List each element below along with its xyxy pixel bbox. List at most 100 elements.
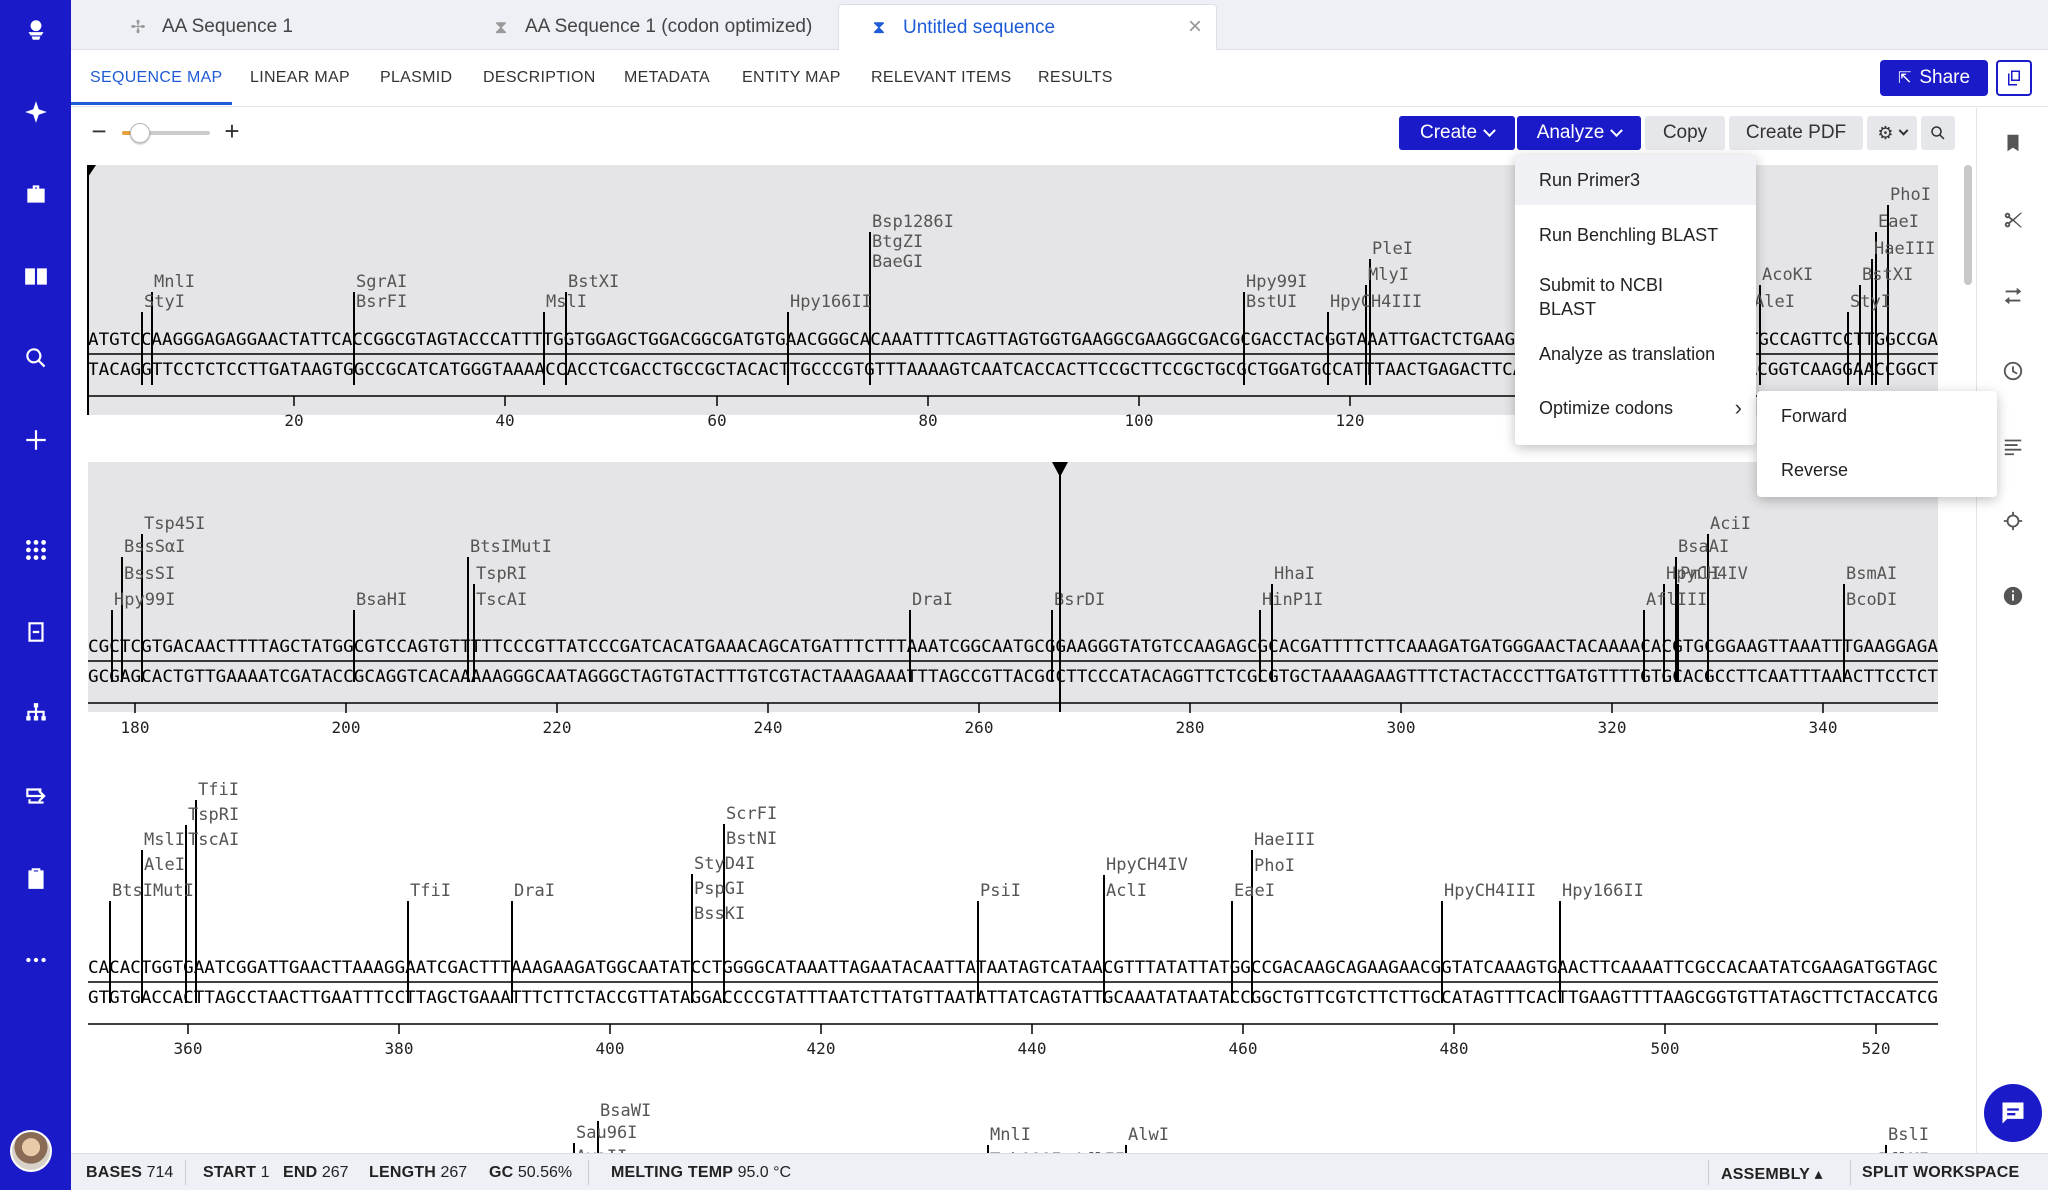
top-strand-sequence: CACACTGGTGAATCGGATTGAACTTAAAGGAATCGACTTT… bbox=[88, 958, 1938, 978]
enzyme-label: Hpy166II bbox=[790, 292, 872, 312]
ruler-tick-label: 120 bbox=[1336, 411, 1365, 430]
enzyme-label: Tth111I bbox=[990, 1150, 1062, 1153]
enzyme-label: MspA1I bbox=[154, 1152, 215, 1153]
enzyme-label: EaeI bbox=[1878, 212, 1919, 232]
ruler-tick-label: 320 bbox=[1598, 718, 1627, 737]
history-clock-icon[interactable] bbox=[1977, 353, 2048, 389]
status-bar: BASES 714 START 1 END 267 LENGTH 267 GC … bbox=[71, 1153, 2048, 1190]
workflow-icon[interactable] bbox=[0, 776, 71, 816]
enzyme-label: StyI bbox=[144, 292, 185, 312]
zoom-slider-track[interactable] bbox=[122, 131, 210, 135]
target-crosshair-icon[interactable] bbox=[1977, 503, 2048, 539]
menu-item-forward[interactable]: Forward bbox=[1781, 406, 1848, 426]
enzyme-label: StyD4I bbox=[694, 854, 755, 874]
inventory-box-icon[interactable] bbox=[0, 612, 71, 652]
menu-item-optimize-codons[interactable]: Optimize codons › bbox=[1515, 383, 1756, 433]
more-icon[interactable] bbox=[0, 940, 71, 980]
doc-tab-codon-optimized[interactable]: ⧗ AA Sequence 1 (codon optimized) bbox=[461, 4, 841, 50]
enzyme-label: PsiI bbox=[980, 881, 1021, 901]
align-lines-icon[interactable] bbox=[1977, 428, 2048, 464]
enzyme-label: BsaWI bbox=[600, 1101, 651, 1121]
view-tab-bar: SEQUENCE MAP LINEAR MAP PLASMID DESCRIPT… bbox=[71, 51, 2048, 107]
tab-relevant-items[interactable]: RELEVANT ITEMS bbox=[871, 69, 1012, 86]
status-start: START 1 bbox=[203, 1164, 270, 1181]
notebook-icon[interactable] bbox=[0, 256, 71, 296]
enzyme-label: StyI bbox=[1850, 292, 1891, 312]
enzyme-label: Sau96I bbox=[576, 1123, 637, 1143]
split-workspace-button[interactable]: SPLIT WORKSPACE bbox=[1862, 1164, 2020, 1181]
menu-item-analyze-as-translation[interactable]: Analyze as translation bbox=[1539, 344, 1716, 364]
menu-item-submit-ncbi-blast[interactable]: Submit to NCBI BLAST bbox=[1539, 275, 1664, 319]
enzyme-label: AlwI bbox=[1128, 1125, 1169, 1145]
close-tab-icon[interactable]: × bbox=[1187, 13, 1202, 40]
enzyme-label: Bsp1286I bbox=[872, 212, 954, 232]
enzyme-label: MslI bbox=[546, 292, 587, 312]
benchling-logo-icon[interactable] bbox=[0, 10, 71, 50]
ruler-tick-label: 380 bbox=[385, 1039, 414, 1058]
assembly-menu[interactable]: ASSEMBLY ▴ bbox=[1721, 1166, 1823, 1183]
menu-item-run-primer3[interactable]: Run Primer3 bbox=[1515, 155, 1756, 205]
enzyme-label: AleI bbox=[1754, 292, 1795, 312]
analyze-button[interactable]: Analyze bbox=[1517, 116, 1641, 150]
enzyme-label: AciI bbox=[1710, 514, 1751, 534]
hierarchy-icon[interactable] bbox=[0, 694, 71, 734]
zoom-in-button[interactable]: + bbox=[224, 116, 240, 146]
enzyme-label: DraI bbox=[912, 590, 953, 610]
ruler-tick-label: 100 bbox=[1125, 411, 1154, 430]
swap-arrows-icon[interactable] bbox=[1977, 278, 2048, 314]
apps-grid-icon[interactable] bbox=[0, 530, 71, 570]
menu-item-reverse[interactable]: Reverse bbox=[1781, 460, 1849, 480]
enzyme-label: Tsp45I bbox=[144, 514, 205, 534]
enzyme-label: AciI bbox=[1686, 1152, 1727, 1153]
tab-entity-map[interactable]: ENTITY MAP bbox=[742, 69, 841, 86]
search-icon[interactable] bbox=[0, 338, 71, 378]
chat-help-button[interactable] bbox=[1984, 1084, 2042, 1142]
doc-tab-aa-sequence-1[interactable]: ✢ AA Sequence 1 bbox=[98, 4, 458, 50]
zoom-out-button[interactable]: − bbox=[91, 116, 107, 146]
sparkle-icon[interactable] bbox=[0, 92, 71, 132]
scissors-icon[interactable] bbox=[1977, 203, 2048, 239]
create-button[interactable]: Create bbox=[1399, 116, 1515, 150]
enzyme-label: MnlI bbox=[154, 272, 195, 292]
tab-metadata[interactable]: METADATA bbox=[624, 69, 710, 86]
tab-linear-map[interactable]: LINEAR MAP bbox=[250, 69, 350, 86]
tab-plasmid[interactable]: PLASMID bbox=[380, 69, 453, 86]
create-pdf-button[interactable]: Create PDF bbox=[1729, 116, 1863, 150]
share-button[interactable]: ⇱ Share bbox=[1880, 60, 1988, 96]
menu-item-run-benchling-blast[interactable]: Run Benchling BLAST bbox=[1539, 225, 1719, 245]
enzyme-label: AleI bbox=[144, 855, 185, 875]
enzyme-label: PspGI bbox=[694, 879, 745, 899]
clipboard-check-icon[interactable] bbox=[0, 858, 71, 898]
zoom-slider-thumb[interactable] bbox=[130, 123, 150, 143]
right-tool-rail bbox=[1976, 108, 2048, 1153]
copy-button[interactable]: Copy bbox=[1645, 116, 1725, 150]
enzyme-label: ApeKI bbox=[696, 1152, 747, 1153]
briefcase-icon[interactable] bbox=[0, 174, 71, 214]
find-button[interactable] bbox=[1921, 116, 1955, 150]
doc-tab-untitled-sequence[interactable]: ⧗ Untitled sequence × bbox=[838, 4, 1217, 50]
enzyme-label: TfiI bbox=[410, 881, 451, 901]
enzyme-label: SgrAI bbox=[356, 272, 407, 292]
tab-results[interactable]: RESULTS bbox=[1038, 69, 1113, 86]
tab-description[interactable]: DESCRIPTION bbox=[483, 69, 596, 86]
enzyme-label: HpyCH4III bbox=[1330, 292, 1422, 312]
info-icon[interactable] bbox=[1977, 578, 2048, 614]
sequence-map[interactable]: MnlIStyISgrAIBsrFIBstXIMslIBsp1286IBtgZI… bbox=[80, 155, 1940, 1153]
doc-tab-label: Untitled sequence bbox=[903, 16, 1056, 38]
active-tab-indicator bbox=[71, 102, 232, 105]
copy-document-button[interactable] bbox=[1996, 60, 2032, 96]
enzyme-label: TscAI bbox=[188, 830, 239, 850]
user-avatar[interactable] bbox=[10, 1130, 52, 1172]
gear-icon: ⚙ bbox=[1877, 122, 1894, 143]
sequence-scrollbar[interactable] bbox=[1964, 165, 1972, 285]
bookmark-icon[interactable] bbox=[1977, 125, 2048, 161]
ruler-tick-label: 260 bbox=[965, 718, 994, 737]
enzyme-label: BsaHI bbox=[356, 590, 407, 610]
settings-button[interactable]: ⚙ bbox=[1867, 116, 1917, 150]
plus-icon[interactable] bbox=[0, 420, 71, 460]
enzyme-label: BssSαI bbox=[124, 537, 185, 557]
enzyme-label: AclI bbox=[1106, 881, 1147, 901]
enzyme-label: BsmAI bbox=[1846, 564, 1897, 584]
create-label: Create bbox=[1419, 122, 1478, 143]
tab-sequence-map[interactable]: SEQUENCE MAP bbox=[90, 69, 223, 86]
